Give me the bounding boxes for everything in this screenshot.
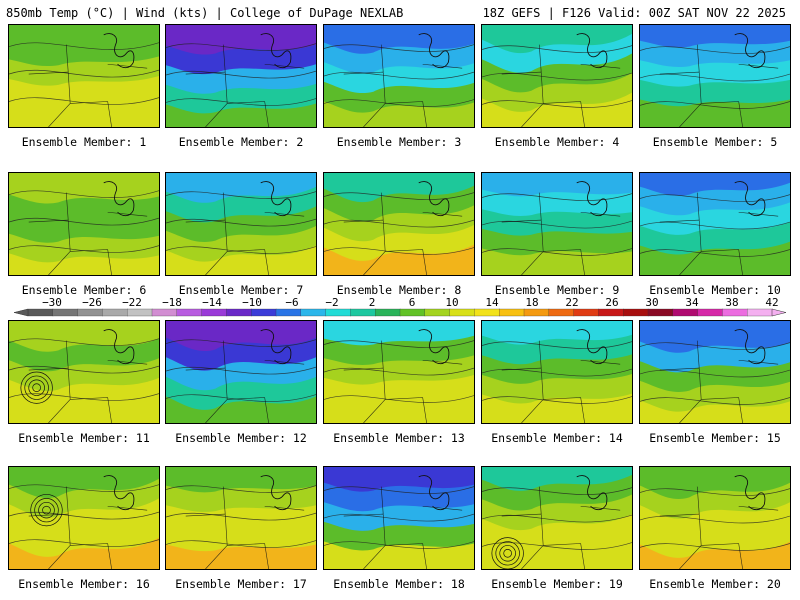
ensemble-member-map <box>639 172 791 276</box>
ensemble-member-label: Ensemble Member: 17 <box>175 577 307 591</box>
colorbar-swatch <box>399 308 426 317</box>
map-title: 850mb Temp (°C) | Wind (kts) | College o… <box>6 6 404 20</box>
colorbar-swatch <box>449 308 476 317</box>
colorbar-tick-label: −26 <box>82 296 102 309</box>
colorbar-tick-label: 34 <box>685 296 699 309</box>
ensemble-member-label: Ensemble Member: 9 <box>494 283 620 297</box>
colorbar-swatch <box>201 308 228 317</box>
colorbar-tick-label: 22 <box>565 296 578 309</box>
colorbar-swatch <box>722 308 748 317</box>
colorbar-swatch <box>275 308 302 317</box>
colorbar-swatch <box>127 308 153 317</box>
ensemble-member-map <box>323 320 475 424</box>
ensemble-member-map <box>8 24 160 128</box>
ensemble-member-map <box>639 466 791 570</box>
colorbar-tick-label: −30 <box>42 296 62 309</box>
colorbar-tick-label: 6 <box>409 296 416 309</box>
ensemble-member-map <box>165 320 317 424</box>
ensemble-member-label: Ensemble Member: 16 <box>18 577 150 591</box>
ensemble-member-map <box>165 24 317 128</box>
colorbar-swatch <box>598 308 624 317</box>
colorbar-min-arrow <box>13 308 29 317</box>
ensemble-member-map <box>165 172 317 276</box>
colorbar-swatch <box>697 308 724 317</box>
colorbar-swatch <box>151 308 178 317</box>
ensemble-member-label: Ensemble Member: 2 <box>178 135 304 149</box>
colorbar-swatch <box>102 308 128 317</box>
ensemble-member-label: Ensemble Member: 13 <box>333 431 465 445</box>
colorbar-swatch <box>350 308 376 317</box>
colorbar-swatch <box>325 308 352 317</box>
colorbar-swatch <box>573 308 600 317</box>
colorbar-swatch <box>523 308 550 317</box>
ensemble-member-label: Ensemble Member: 20 <box>649 577 781 591</box>
colorbar-swatch <box>647 308 674 317</box>
colorbar-swatch <box>226 308 252 317</box>
colorbar-tick-label: 10 <box>445 296 458 309</box>
colorbar-swatch <box>251 308 277 317</box>
colorbar-swatch <box>424 308 451 317</box>
ensemble-member-map <box>639 24 791 128</box>
ensemble-member-label: Ensemble Member: 18 <box>333 577 465 591</box>
colorbar-swatch <box>474 308 500 317</box>
ensemble-member-map <box>481 172 633 276</box>
ensemble-member-label: Ensemble Member: 12 <box>175 431 307 445</box>
colorbar-max-arrow <box>771 308 787 317</box>
colorbar-tick-label: −6 <box>285 296 298 309</box>
colorbar-tick-label: 18 <box>525 296 538 309</box>
colorbar-swatch <box>747 308 773 317</box>
ensemble-member-label: Ensemble Member: 8 <box>336 283 462 297</box>
colorbar-tick-label: 30 <box>645 296 658 309</box>
ensemble-member-map <box>323 24 475 128</box>
ensemble-member-map <box>481 320 633 424</box>
colorbar-tick-label: 42 <box>765 296 778 309</box>
colorbar-swatch <box>375 308 401 317</box>
ensemble-member-label: Ensemble Member: 11 <box>18 431 150 445</box>
ensemble-member-map <box>8 320 160 424</box>
ensemble-member-label: Ensemble Member: 3 <box>336 135 462 149</box>
colorbar-tick-label: 26 <box>605 296 618 309</box>
colorbar-swatch <box>77 308 104 317</box>
colorbar-tick-label: 38 <box>725 296 738 309</box>
colorbar-swatch <box>623 308 649 317</box>
ensemble-member-label: Ensemble Member: 6 <box>21 283 147 297</box>
ensemble-member-label: Ensemble Member: 15 <box>649 431 781 445</box>
colorbar-tick-label: −22 <box>122 296 142 309</box>
ensemble-member-map <box>481 466 633 570</box>
ensemble-member-label: Ensemble Member: 10 <box>649 283 781 297</box>
ensemble-member-map <box>8 172 160 276</box>
colorbar-swatch <box>300 308 327 317</box>
colorbar-swatch <box>52 308 79 317</box>
colorbar-swatch <box>548 308 575 317</box>
temperature-colorbar: −30 −26 −22 −18 −14 −10 −6 −2 2 6 10 14 18 22 26 30 34 38… <box>13 296 787 317</box>
colorbar-tick-label: −10 <box>242 296 262 309</box>
ensemble-member-map <box>323 172 475 276</box>
colorbar-swatch <box>672 308 699 317</box>
colorbar-swatch <box>499 308 525 317</box>
ensemble-member-label: Ensemble Member: 19 <box>491 577 623 591</box>
ensemble-member-map <box>8 466 160 570</box>
colorbar-tick-label: −18 <box>162 296 182 309</box>
colorbar-tick-label: −2 <box>325 296 338 309</box>
colorbar-tick-label: −14 <box>202 296 222 309</box>
ensemble-member-label: Ensemble Member: 4 <box>494 135 620 149</box>
ensemble-member-map <box>323 466 475 570</box>
ensemble-member-label: Ensemble Member: 1 <box>21 135 147 149</box>
ensemble-member-map <box>481 24 633 128</box>
ensemble-member-label: Ensemble Member: 7 <box>178 283 304 297</box>
ensemble-member-map <box>639 320 791 424</box>
colorbar-swatch <box>27 308 54 317</box>
colorbar-tick-label: 2 <box>369 296 376 309</box>
ensemble-member-label: Ensemble Member: 14 <box>491 431 623 445</box>
colorbar-swatch <box>176 308 203 317</box>
ensemble-member-map <box>165 466 317 570</box>
ensemble-member-label: Ensemble Member: 5 <box>652 135 778 149</box>
model-run-info: 18Z GEFS | F126 Valid: 00Z SAT NOV 22 20… <box>482 6 786 20</box>
colorbar-tick-label: 14 <box>485 296 499 309</box>
